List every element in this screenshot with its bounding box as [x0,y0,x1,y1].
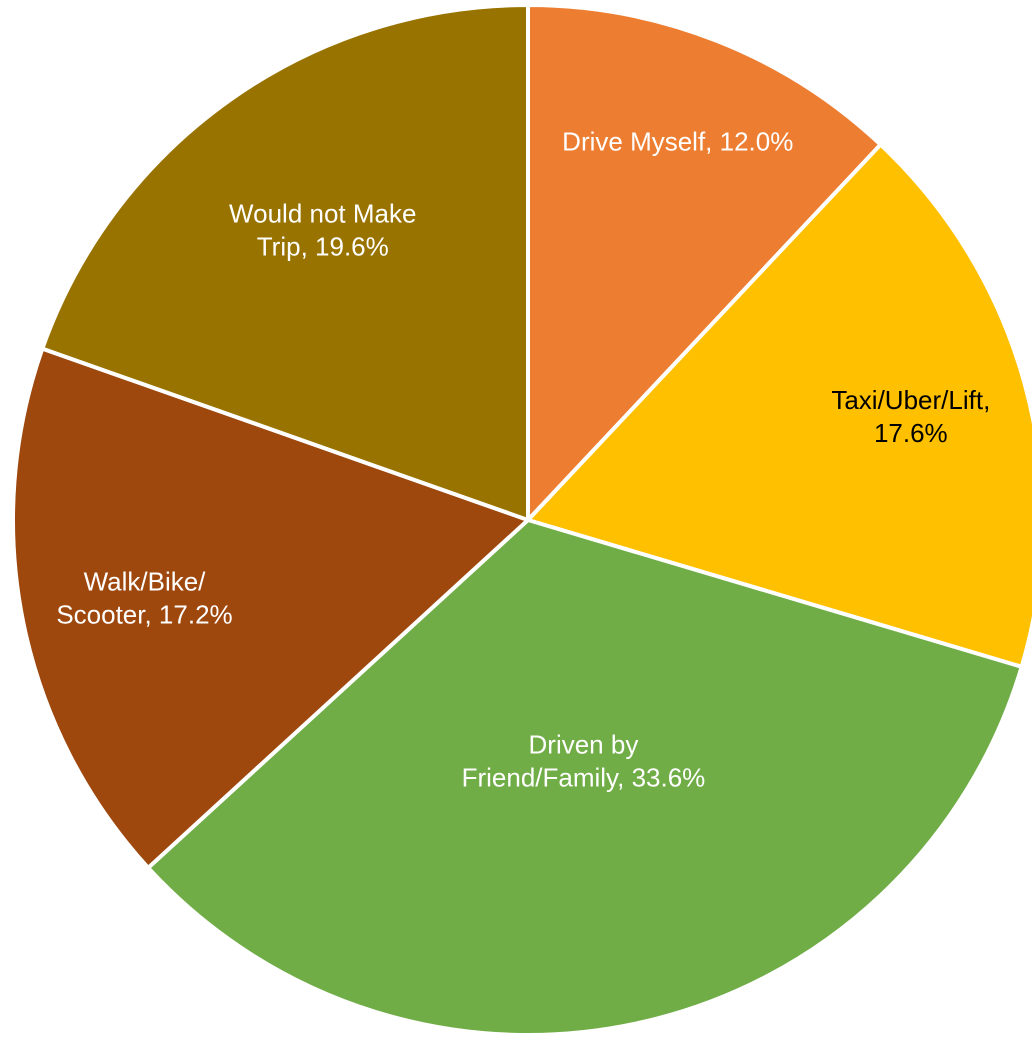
data-label-line: Trip, 19.6% [257,231,389,261]
pie-slice [11,346,530,870]
data-label-line: Would not Make [229,198,416,228]
data-label: Would not Make Trip, 19.6% [229,198,416,261]
data-label-line: Taxi/Uber/Lift, [831,385,990,415]
data-label-line: Driven by [529,729,639,759]
data-label-line: 17.6% [874,418,948,448]
pie-slice [526,142,1032,669]
data-label: Walk/Bike/Scooter, 17.2% [56,567,232,630]
data-label-line: Scooter, 17.2% [56,600,232,630]
data-label: Taxi/Uber/Lift, 17.6% [831,385,990,448]
data-label-line: Friend/Family, 33.6% [462,762,706,792]
pie-slice [146,518,1024,1037]
data-label-line: Drive Myself, 12.0% [562,127,793,157]
pie-slice [40,3,530,522]
data-label: Drive Myself, 12.0% [562,127,793,157]
data-label: Driven by Friend/Family, 33.6% [462,729,706,792]
pie-slice [526,3,883,522]
data-label-line: Walk/Bike/ [84,567,207,597]
